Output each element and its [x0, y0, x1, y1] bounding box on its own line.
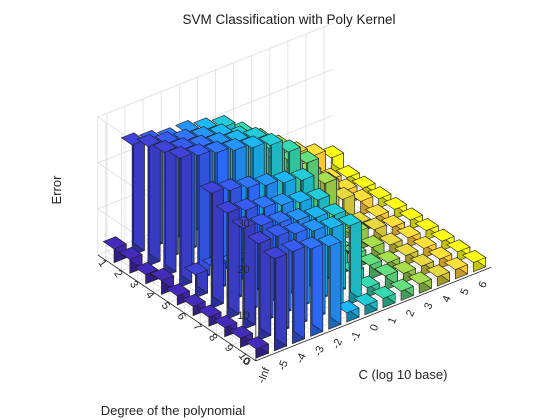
bar-10--2	[317, 233, 342, 330]
x-tick-label: 6	[476, 280, 489, 290]
z-tick-label: 10	[238, 310, 250, 322]
bar-8-2	[358, 252, 383, 280]
y-tick-label: 5	[159, 300, 172, 312]
bar-4--4	[186, 143, 211, 281]
z-tick-label: 0	[244, 356, 250, 368]
bar-8-5	[412, 235, 437, 259]
x-tick-label: -1	[348, 330, 363, 344]
bar-8--5	[231, 215, 256, 331]
bar-9-5	[428, 246, 453, 269]
y-tick-label: 9	[222, 342, 235, 354]
y-tick-label: 2	[111, 268, 124, 280]
bar-6--Inf	[181, 293, 206, 317]
bar-5--5	[183, 262, 209, 299]
y-tick-label: 8	[206, 332, 219, 344]
y-tick-label: 6	[175, 311, 188, 323]
y-tick-label: 4	[143, 289, 156, 301]
bar-6-6	[398, 207, 424, 230]
bar-1--5	[120, 132, 146, 256]
bar-4-6	[367, 186, 392, 209]
bar-9--5	[247, 230, 272, 341]
x-tick-label: 3	[422, 301, 435, 311]
x-tick-label: 1	[386, 316, 399, 326]
x-tick-label: 4	[440, 294, 453, 304]
bars	[102, 114, 487, 359]
y-tick-label: 10	[236, 350, 253, 367]
bar-8--Inf	[213, 314, 238, 338]
bar-7--5	[215, 200, 240, 320]
bar-9-0	[337, 213, 362, 305]
bar-8-4	[394, 242, 419, 266]
bar-10--3	[299, 236, 324, 337]
bar-9--Inf	[229, 325, 254, 348]
z-axis-label: Error	[49, 175, 64, 205]
bar-9-4	[410, 253, 435, 276]
x-tick-label: -4	[294, 352, 309, 366]
bar-10-2	[389, 278, 414, 301]
bar-10--5	[262, 246, 288, 352]
bar-4--Inf	[150, 267, 175, 295]
y-tick-label: 7	[190, 321, 203, 333]
bar-10-6	[462, 249, 487, 273]
bar-9-3	[391, 260, 417, 284]
bar-5-6	[383, 196, 408, 220]
bar-10-0	[353, 292, 378, 316]
x-axis-label: C (log 10 base)	[359, 367, 448, 382]
z-tick-label: 20	[238, 264, 250, 276]
bar-10-4	[425, 264, 451, 287]
bar-10--Inf	[244, 336, 270, 359]
y-axis-label: Degree of the polynomial	[101, 403, 246, 418]
x-tick-label: -Inf	[256, 365, 273, 385]
bar-7-5	[396, 225, 421, 248]
bar-6--5	[199, 180, 225, 309]
x-tick-label: 0	[368, 323, 381, 333]
bar-7-4	[378, 232, 403, 255]
bar-10--1	[335, 300, 360, 323]
bar-10-3	[407, 271, 433, 294]
bar-1--Inf	[102, 236, 127, 264]
bar-9-6	[446, 239, 471, 262]
bar-7-6	[414, 217, 439, 241]
bar-10-1	[371, 285, 396, 309]
x-tick-label: 5	[458, 287, 471, 297]
y-tick-label: 3	[127, 279, 140, 291]
x-tick-label: -2	[330, 337, 345, 351]
bar-6-5	[380, 214, 406, 237]
bar-8-6	[430, 228, 455, 251]
bar-4--5	[168, 145, 193, 288]
x-tick-label: -3	[312, 344, 327, 358]
bar-7--Inf	[197, 304, 222, 327]
bar-10-5	[443, 256, 469, 280]
chart-title: SVM Classification with Poly Kernel	[182, 12, 395, 27]
bar-10--4	[281, 238, 306, 345]
x-tick-label: 2	[404, 308, 417, 318]
bar-5--Inf	[165, 283, 191, 306]
z-tick-label: 30	[238, 218, 250, 230]
x-tick-label: -5	[276, 359, 291, 373]
bar-2--5	[136, 133, 161, 267]
y-tick-label: 1	[95, 258, 108, 270]
bar-3--5	[152, 139, 177, 278]
